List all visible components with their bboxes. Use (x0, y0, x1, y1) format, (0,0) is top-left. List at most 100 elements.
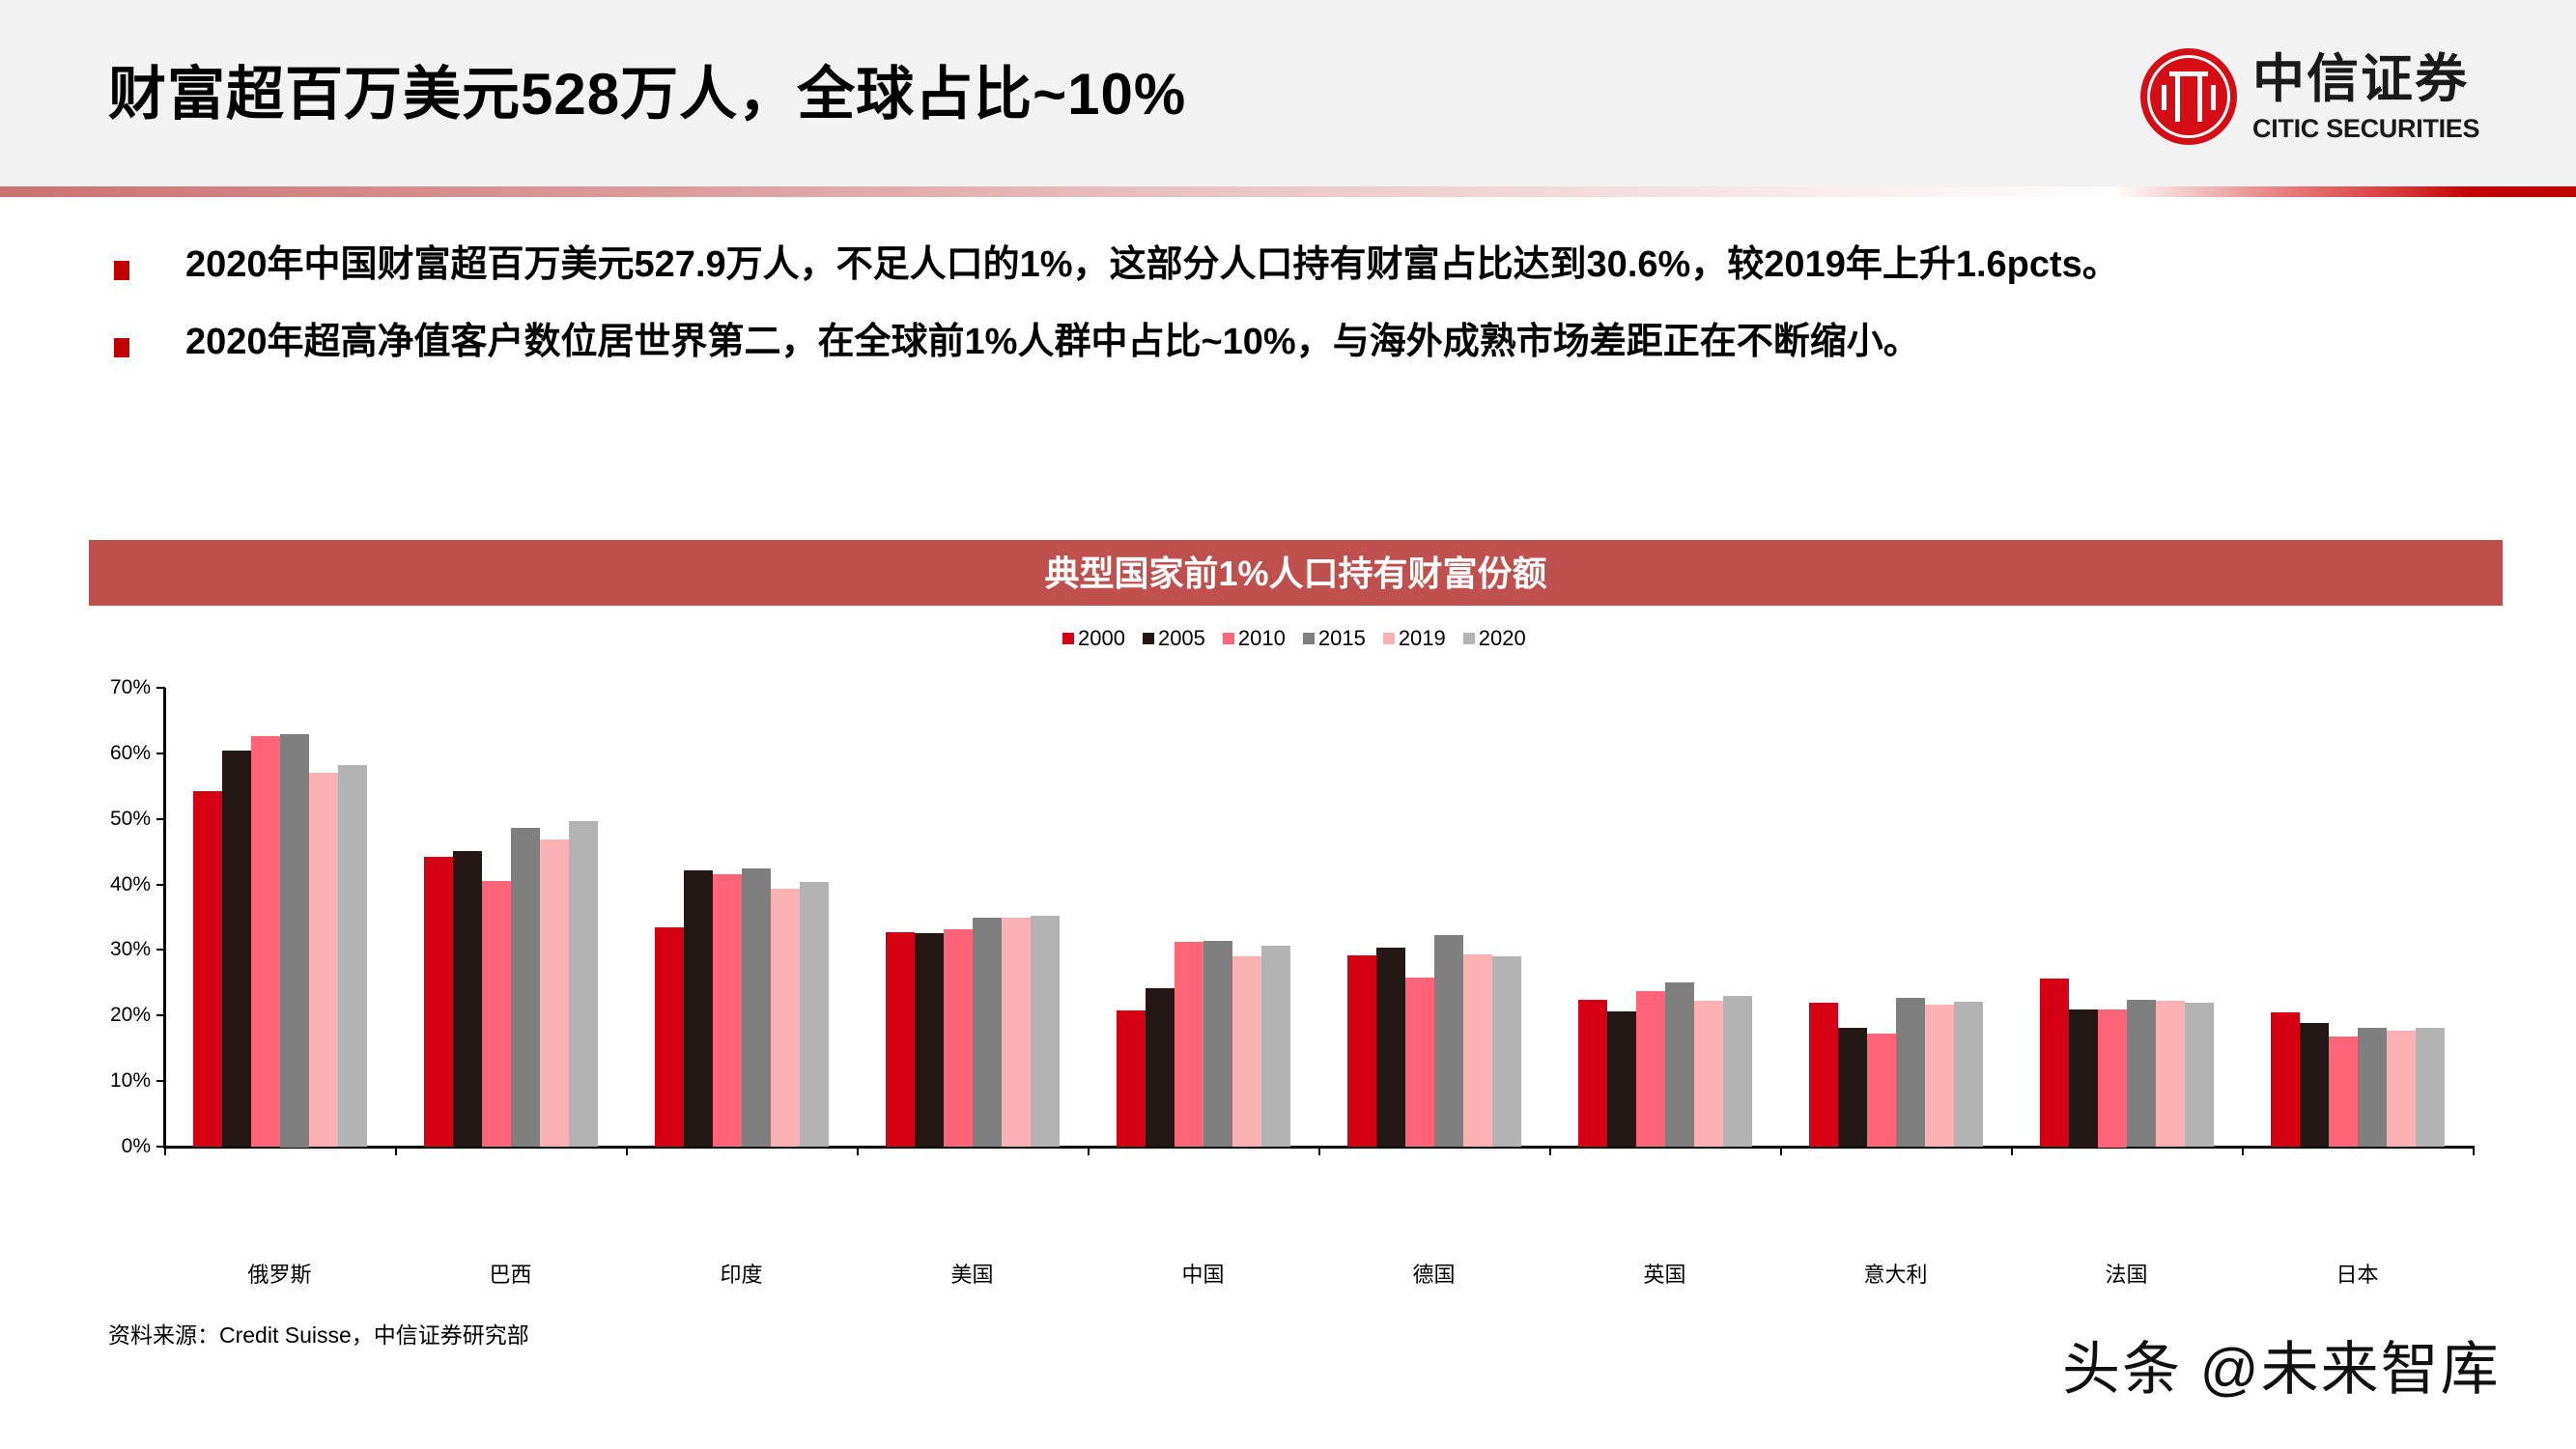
y-tick (156, 817, 165, 820)
bar-2005 (915, 933, 944, 1147)
bar-2019 (1002, 918, 1031, 1147)
bar-2019 (1925, 1005, 1954, 1147)
y-tick (156, 1146, 165, 1148)
legend-item: 2010 (1222, 626, 1286, 651)
x-category-label: 俄罗斯 (247, 1263, 312, 1287)
bullet-text: 2020年超高净值客户数位居世界第二，在全球前1%人群中占比~10%，与海外成熟… (185, 322, 1920, 362)
chart-title-band: 典型国家前1%人口持有财富份额 (89, 540, 2503, 606)
bar-2020 (1031, 916, 1060, 1147)
legend-swatch (1062, 633, 1074, 644)
legend-label: 2000 (1078, 626, 1125, 650)
legend-swatch (1382, 633, 1395, 644)
legend-label: 2005 (1157, 626, 1205, 650)
x-tick (1549, 1146, 1551, 1155)
bar-2015 (1665, 982, 1694, 1147)
bullet-square-icon (114, 261, 129, 280)
bar-2020 (2185, 1003, 2214, 1147)
x-category-label: 德国 (1412, 1263, 1456, 1287)
bar-2020 (1492, 956, 1521, 1147)
legend-item: 2019 (1382, 626, 1446, 651)
bar-2000 (193, 791, 222, 1147)
x-tick (395, 1146, 397, 1155)
bar-2015 (1896, 998, 1925, 1147)
bar-2020 (2416, 1028, 2445, 1147)
x-category-label: 意大利 (1863, 1263, 1928, 1287)
y-tick (156, 1014, 165, 1017)
bar-2000 (1117, 1010, 1146, 1147)
x-category-label: 英国 (1643, 1263, 1686, 1287)
legend-swatch (1222, 633, 1234, 644)
x-category-label: 印度 (720, 1263, 763, 1287)
bar-2015 (1434, 935, 1463, 1147)
legend-swatch (1462, 633, 1475, 644)
legend-item: 2000 (1062, 626, 1125, 651)
bar-2019 (771, 889, 800, 1147)
page-title: 财富超百万美元528万人，全球占比~10% (108, 62, 1187, 127)
bar-2020 (569, 821, 598, 1147)
bar-2019 (2387, 1031, 2416, 1147)
bar-2020 (800, 882, 829, 1147)
bar-2010 (2329, 1037, 2358, 1147)
y-tick-label: 60% (109, 741, 151, 764)
x-tick (857, 1146, 859, 1155)
bar-2010 (713, 874, 742, 1147)
bar-2019 (2156, 1001, 2185, 1147)
x-tick (2011, 1146, 2013, 1155)
bar-2005 (1607, 1011, 1636, 1147)
bar-2000 (2271, 1012, 2300, 1147)
bar-2000 (424, 857, 453, 1147)
bar-2020 (1261, 946, 1290, 1147)
bar-2005 (1838, 1028, 1867, 1147)
logo-text-en: CITIC SECURITIES (2252, 114, 2480, 143)
bar-2010 (1636, 991, 1665, 1147)
bar-2015 (742, 868, 771, 1147)
y-tick (156, 687, 165, 689)
bar-2005 (453, 851, 482, 1147)
bar-2000 (655, 927, 684, 1147)
x-tick (1318, 1146, 1320, 1155)
bar-2010 (2098, 1009, 2127, 1148)
x-tick (2473, 1146, 2475, 1155)
bar-2005 (1146, 988, 1175, 1147)
bar-2019 (1694, 1001, 1723, 1147)
y-tick (156, 1080, 165, 1083)
x-category-label: 日本 (2335, 1263, 2379, 1287)
legend-item: 2020 (1462, 626, 1526, 651)
x-tick (1088, 1146, 1090, 1155)
bar-2000 (1347, 955, 1376, 1147)
bar-2019 (309, 773, 338, 1147)
x-tick (2242, 1146, 2244, 1155)
x-tick (1780, 1146, 1782, 1155)
bar-2015 (2127, 1000, 2156, 1147)
logo-text-cn: 中信证券 (2252, 47, 2469, 109)
bar-2019 (540, 839, 569, 1147)
bar-2005 (2300, 1023, 2329, 1147)
x-tick (164, 1146, 166, 1155)
bar-2010 (251, 736, 280, 1147)
bar-2015 (973, 918, 1002, 1147)
legend-item: 2015 (1302, 626, 1366, 651)
citic-logo-icon (2140, 48, 2237, 145)
y-tick-label: 50% (109, 807, 151, 830)
bar-2000 (1578, 1000, 1607, 1147)
bullet-square-icon (114, 338, 129, 357)
legend-swatch (1142, 633, 1154, 644)
y-tick-label: 30% (109, 938, 151, 961)
legend-label: 2019 (1398, 626, 1446, 650)
y-tick (156, 949, 165, 952)
x-category-label: 法国 (2105, 1263, 2148, 1287)
bar-2010 (1175, 942, 1203, 1147)
bar-2015 (1203, 941, 1232, 1147)
y-tick-label: 40% (109, 872, 151, 895)
y-tick (156, 752, 165, 754)
y-tick-label: 0% (121, 1135, 151, 1157)
bar-2005 (1376, 948, 1405, 1147)
bar-2015 (280, 734, 309, 1148)
bar-2000 (886, 932, 915, 1147)
legend-item: 2005 (1142, 626, 1205, 651)
bar-2015 (511, 828, 540, 1147)
citic-logo: 中信证券 CITIC SECURITIES (2135, 48, 2502, 150)
bar-2010 (944, 929, 973, 1147)
bar-2015 (2358, 1028, 2387, 1147)
